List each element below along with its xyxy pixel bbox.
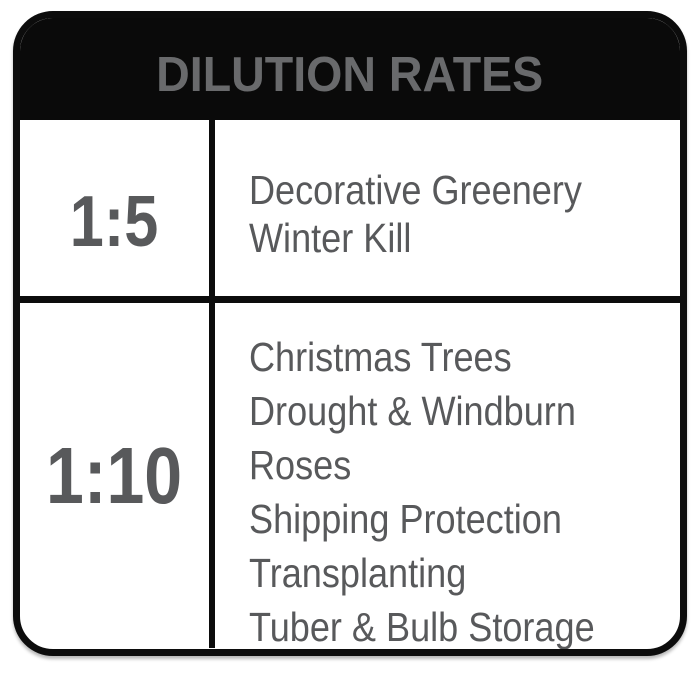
- use-item: Decorative Greenery: [249, 167, 582, 213]
- card-title: DILUTION RATES: [156, 48, 544, 102]
- use-item: Roses: [249, 442, 352, 488]
- table-row-1-5: 1:5 Decorative Greenery Winter Kill: [20, 120, 680, 303]
- use-item: Drought & Windburn: [249, 388, 576, 434]
- uses-cell-1-10: Christmas Trees Drought & Windburn Roses…: [215, 303, 680, 649]
- use-item: Winter Kill: [249, 215, 412, 261]
- use-item: Transplanting: [249, 550, 467, 596]
- ratio-value-1-5: 1:5: [70, 182, 159, 262]
- uses-cell-1-5: Decorative Greenery Winter Kill: [215, 120, 680, 296]
- card-header: DILUTION RATES: [20, 18, 680, 120]
- dilution-rates-card: DILUTION RATES 1:5 Decorative Greenery W…: [13, 11, 687, 656]
- use-item: Tuber & Bulb Storage: [249, 604, 595, 650]
- use-item: Shipping Protection: [249, 496, 562, 542]
- ratio-value-1-10: 1:10: [46, 430, 183, 520]
- ratio-cell-1-10: 1:10: [20, 303, 215, 648]
- ratio-cell-1-5: 1:5: [20, 120, 215, 296]
- table-row-1-10: 1:10 Christmas Trees Drought & Windburn …: [20, 303, 680, 649]
- use-item: Christmas Trees: [249, 334, 512, 380]
